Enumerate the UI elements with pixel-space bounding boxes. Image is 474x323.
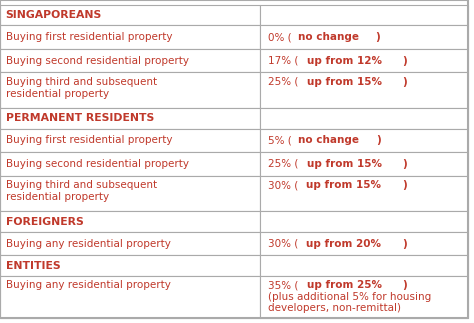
- Text: ): ): [376, 135, 381, 145]
- Bar: [0, 232, 260, 255]
- Bar: [0, 26, 260, 49]
- Text: 0% (: 0% (: [268, 32, 292, 42]
- Bar: [260, 72, 468, 108]
- Bar: [260, 108, 468, 129]
- Text: ): ): [402, 180, 407, 190]
- Text: ENTITIES: ENTITIES: [6, 261, 60, 271]
- Bar: [260, 255, 468, 276]
- Text: ): ): [402, 239, 407, 249]
- Bar: [0, 152, 260, 176]
- Text: up from 15%: up from 15%: [307, 77, 382, 87]
- Text: Buying any residential property: Buying any residential property: [6, 280, 171, 290]
- Bar: [260, 152, 468, 176]
- Bar: [260, 232, 468, 255]
- Text: ): ): [402, 56, 407, 66]
- Text: PERMANENT RESIDENTS: PERMANENT RESIDENTS: [6, 113, 154, 123]
- Text: up from 25%: up from 25%: [307, 280, 382, 290]
- Text: no change: no change: [298, 135, 359, 145]
- Text: Buying third and subsequent
residential property: Buying third and subsequent residential …: [6, 180, 157, 202]
- Text: Buying second residential property: Buying second residential property: [6, 56, 189, 66]
- Text: up from 15%: up from 15%: [307, 159, 382, 169]
- Text: Buying first residential property: Buying first residential property: [6, 135, 172, 145]
- Text: 30% (: 30% (: [268, 239, 298, 249]
- Bar: [0, 49, 260, 72]
- Bar: [0, 108, 260, 129]
- Text: ): ): [402, 77, 407, 87]
- Text: up from 15%: up from 15%: [307, 180, 382, 190]
- Text: (plus additional 5% for housing: (plus additional 5% for housing: [268, 292, 431, 302]
- Text: ): ): [376, 32, 381, 42]
- Bar: [260, 276, 468, 318]
- Text: developers, non-remittal): developers, non-remittal): [268, 303, 401, 313]
- Bar: [0, 255, 260, 276]
- Text: 25% (: 25% (: [268, 159, 298, 169]
- Bar: [260, 129, 468, 152]
- Text: up from 20%: up from 20%: [307, 239, 382, 249]
- Text: 17% (: 17% (: [268, 56, 298, 66]
- Text: Buying first residential property: Buying first residential property: [6, 32, 172, 42]
- Text: Buying third and subsequent
residential property: Buying third and subsequent residential …: [6, 77, 157, 99]
- Text: 25% (: 25% (: [268, 77, 298, 87]
- Text: FOREIGNERS: FOREIGNERS: [6, 216, 83, 226]
- Bar: [0, 211, 260, 232]
- Text: up from 12%: up from 12%: [307, 56, 382, 66]
- Text: 5% (: 5% (: [268, 135, 292, 145]
- Bar: [0, 5, 260, 26]
- Text: Buying second residential property: Buying second residential property: [6, 159, 189, 169]
- Text: SINGAPOREANS: SINGAPOREANS: [6, 10, 102, 20]
- Text: 30% (: 30% (: [268, 180, 298, 190]
- Text: 35% (: 35% (: [268, 280, 298, 290]
- Text: ): ): [402, 159, 407, 169]
- Bar: [260, 49, 468, 72]
- Bar: [260, 5, 468, 26]
- Text: ): ): [402, 280, 407, 290]
- Bar: [0, 276, 260, 318]
- Bar: [0, 72, 260, 108]
- Bar: [260, 176, 468, 211]
- Bar: [260, 211, 468, 232]
- Bar: [0, 176, 260, 211]
- Bar: [260, 26, 468, 49]
- Bar: [0, 129, 260, 152]
- Text: no change: no change: [298, 32, 359, 42]
- Text: Buying any residential property: Buying any residential property: [6, 239, 171, 249]
